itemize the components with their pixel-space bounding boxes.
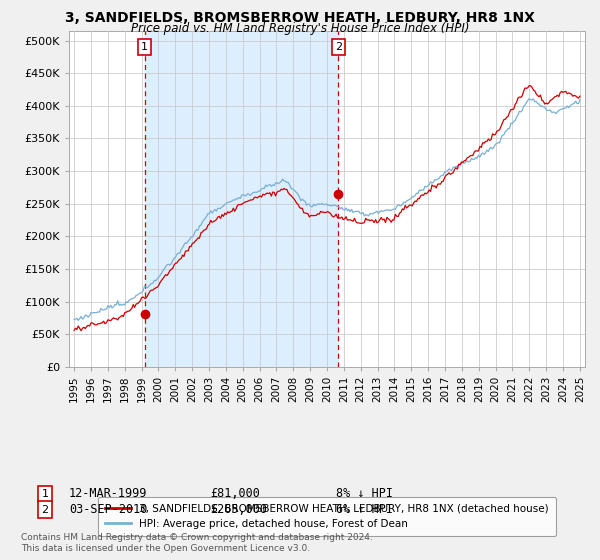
Text: 1: 1 (141, 42, 148, 52)
Text: 03-SEP-2010: 03-SEP-2010 (69, 503, 148, 516)
Text: Price paid vs. HM Land Registry's House Price Index (HPI): Price paid vs. HM Land Registry's House … (131, 22, 469, 35)
Text: 1: 1 (41, 489, 49, 499)
Text: 3, SANDFIELDS, BROMSBERROW HEATH, LEDBURY, HR8 1NX: 3, SANDFIELDS, BROMSBERROW HEATH, LEDBUR… (65, 11, 535, 25)
Text: 12-MAR-1999: 12-MAR-1999 (69, 487, 148, 501)
Text: 8% ↓ HPI: 8% ↓ HPI (336, 487, 393, 501)
Text: 6% ↑ HPI: 6% ↑ HPI (336, 503, 393, 516)
Text: 2: 2 (335, 42, 342, 52)
Text: £81,000: £81,000 (210, 487, 260, 501)
Bar (145, 31, 338, 367)
Legend: 3, SANDFIELDS, BROMSBERROW HEATH, LEDBURY, HR8 1NX (detached house), HPI: Averag: 3, SANDFIELDS, BROMSBERROW HEATH, LEDBUR… (98, 497, 556, 536)
Text: £265,000: £265,000 (210, 503, 267, 516)
Text: 2: 2 (41, 505, 49, 515)
Text: Contains HM Land Registry data © Crown copyright and database right 2024.
This d: Contains HM Land Registry data © Crown c… (21, 533, 373, 553)
